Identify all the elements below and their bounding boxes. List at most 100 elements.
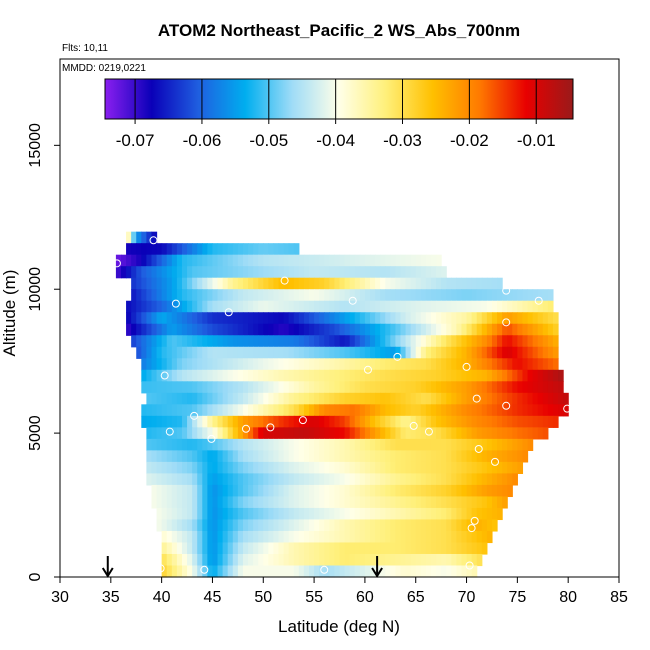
heatmap-cell bbox=[512, 369, 518, 382]
heatmap-cell bbox=[212, 381, 219, 394]
heatmap-cell bbox=[319, 427, 325, 440]
heatmap-cell bbox=[334, 300, 341, 313]
heatmap-cell bbox=[176, 381, 183, 394]
heatmap-cell bbox=[380, 461, 386, 474]
heatmap-cell bbox=[248, 254, 254, 267]
heatmap-cell bbox=[471, 438, 478, 451]
heatmap-cell bbox=[232, 312, 239, 325]
heatmap-cell bbox=[349, 277, 356, 290]
heatmap-cell bbox=[278, 496, 285, 509]
heatmap-cell bbox=[298, 530, 305, 544]
heatmap-cell bbox=[197, 277, 203, 290]
heatmap-cell bbox=[466, 507, 473, 521]
y-axis-label: Altitude (m) bbox=[0, 270, 19, 357]
heatmap-cell bbox=[334, 312, 341, 325]
heatmap-cell bbox=[329, 484, 336, 498]
heatmap-cell bbox=[298, 266, 305, 279]
heatmap-cell bbox=[334, 484, 341, 498]
heatmap-cell bbox=[334, 473, 341, 486]
heatmap-cell bbox=[181, 404, 188, 417]
heatmap-cell bbox=[242, 289, 249, 302]
heatmap-cell bbox=[258, 438, 264, 451]
heatmap-cell bbox=[461, 542, 468, 555]
heatmap-cell bbox=[552, 346, 559, 359]
heatmap-cell bbox=[491, 461, 498, 474]
heatmap-cell bbox=[181, 473, 188, 486]
heatmap-cell bbox=[461, 461, 468, 474]
heatmap-cell bbox=[446, 461, 452, 474]
heatmap-cell bbox=[359, 496, 366, 509]
heatmap-cell bbox=[212, 530, 219, 544]
heatmap-cell bbox=[319, 438, 325, 451]
heatmap-cell bbox=[131, 266, 137, 279]
heatmap-cell bbox=[181, 346, 188, 359]
heatmap-cell bbox=[176, 542, 183, 555]
heatmap-cell bbox=[278, 323, 285, 336]
plot-frame bbox=[59, 58, 620, 578]
heatmap-cell bbox=[171, 243, 178, 256]
heatmap-cell bbox=[395, 289, 402, 302]
heatmap-cell bbox=[466, 300, 473, 313]
heatmap-cell bbox=[314, 266, 320, 279]
heatmap-cell bbox=[359, 254, 366, 267]
x-tick-label: 80 bbox=[559, 589, 577, 606]
heatmap-cell bbox=[278, 415, 285, 428]
heatmap-cell bbox=[278, 542, 285, 555]
heatmap-cell bbox=[288, 507, 295, 521]
heatmap-cell bbox=[303, 553, 310, 567]
heatmap-cell bbox=[232, 484, 239, 498]
heatmap-cell bbox=[329, 507, 336, 521]
heatmap-cell bbox=[359, 323, 366, 336]
heatmap-cell bbox=[385, 473, 391, 486]
heatmap-cell bbox=[273, 243, 280, 256]
heatmap-cell bbox=[334, 323, 341, 336]
heatmap-cell bbox=[324, 530, 330, 544]
heatmap-cell bbox=[263, 323, 269, 336]
heatmap-cell bbox=[344, 346, 351, 359]
heatmap-cell bbox=[522, 392, 529, 405]
heatmap-cell bbox=[151, 277, 158, 290]
sample-point bbox=[241, 424, 250, 433]
heatmap-cell bbox=[507, 346, 513, 359]
heatmap-cell bbox=[324, 358, 330, 371]
heatmap-cell bbox=[298, 392, 305, 405]
heatmap-cell bbox=[425, 450, 432, 463]
heatmap-cell bbox=[319, 519, 325, 532]
heatmap-cell bbox=[222, 254, 229, 267]
heatmap-cell bbox=[344, 530, 351, 544]
heatmap-cell bbox=[481, 277, 488, 290]
heatmap-cell bbox=[344, 473, 351, 486]
heatmap-cell bbox=[430, 289, 437, 302]
heatmap-cell bbox=[364, 266, 371, 279]
heatmap-cell bbox=[319, 289, 325, 302]
heatmap-cell bbox=[166, 496, 173, 509]
heatmap-cell bbox=[253, 530, 259, 544]
heatmap-cell bbox=[181, 312, 188, 325]
heatmap-cell bbox=[430, 254, 437, 267]
heatmap-cell bbox=[405, 392, 412, 405]
heatmap-cell bbox=[547, 369, 554, 382]
heatmap-cell bbox=[232, 266, 239, 279]
heatmap-cell bbox=[364, 507, 371, 521]
heatmap-cell bbox=[364, 323, 371, 336]
heatmap-cell bbox=[298, 358, 305, 371]
heatmap-cell bbox=[364, 553, 371, 567]
heatmap-cell bbox=[126, 312, 132, 325]
heatmap-cell bbox=[156, 369, 163, 382]
heatmap-cell bbox=[181, 277, 188, 290]
heatmap-cell bbox=[319, 335, 325, 348]
heatmap-cell bbox=[151, 496, 158, 509]
heatmap-cell bbox=[375, 369, 381, 382]
heatmap-cell bbox=[461, 438, 468, 451]
heatmap-cell bbox=[151, 335, 158, 348]
heatmap-cell bbox=[522, 346, 529, 359]
heatmap-cell bbox=[217, 473, 224, 486]
heatmap-cell bbox=[369, 369, 376, 382]
heatmap-cell bbox=[248, 438, 254, 451]
heatmap-cell bbox=[537, 323, 544, 336]
heatmap-cell bbox=[278, 289, 285, 302]
heatmap-cell bbox=[446, 312, 452, 325]
heatmap-cell bbox=[456, 346, 463, 359]
heatmap-cell bbox=[303, 335, 310, 348]
heatmap-cell bbox=[359, 519, 366, 532]
